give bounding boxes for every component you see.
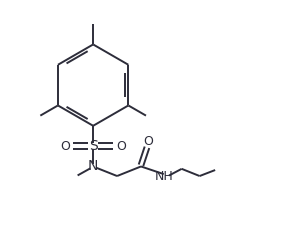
Text: O: O bbox=[143, 135, 153, 148]
Text: NH: NH bbox=[154, 170, 173, 182]
Text: S: S bbox=[89, 139, 98, 153]
Text: O: O bbox=[116, 140, 126, 153]
Text: O: O bbox=[60, 140, 70, 153]
Text: N: N bbox=[88, 159, 98, 174]
